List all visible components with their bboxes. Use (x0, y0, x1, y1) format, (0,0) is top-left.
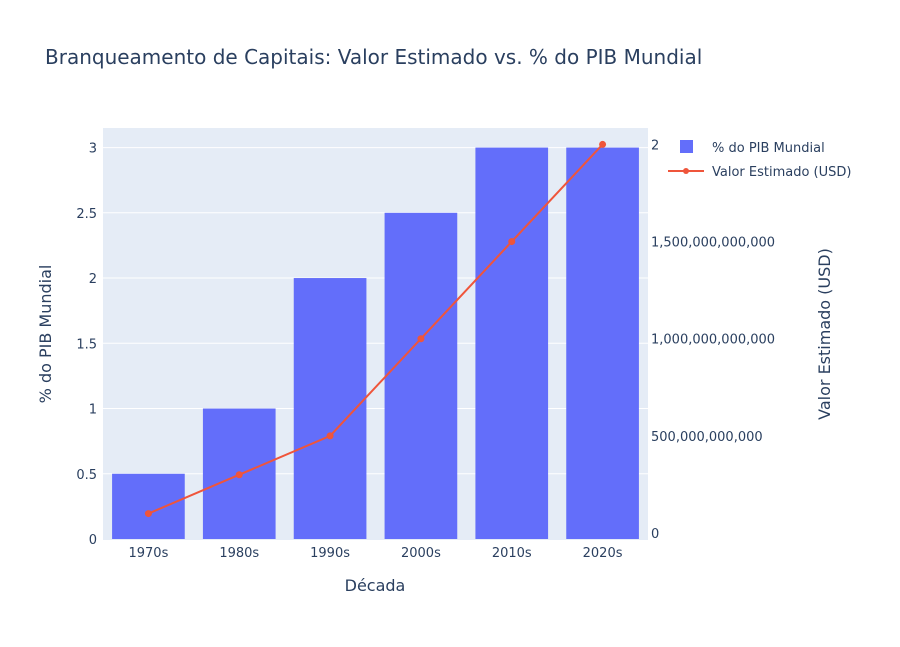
x-tick-label: 2000s (401, 546, 441, 561)
chart-title: Branqueamento de Capitais: Valor Estimad… (45, 45, 702, 69)
legend-item-line[interactable]: Valor Estimado (USD) (712, 165, 851, 180)
x-tick-label: 1970s (128, 546, 168, 561)
x-axis-title: Década (345, 576, 406, 595)
y2-tick-label: 500,000,000,000 (651, 430, 763, 445)
y-tick-label: 0.5 (76, 468, 97, 483)
y2-axis-title: Valor Estimado (USD) (815, 248, 834, 420)
line-point (508, 238, 516, 246)
series-line (148, 143, 604, 515)
line-point (599, 140, 607, 148)
y-tick-label: 1 (89, 403, 97, 418)
bar (384, 212, 458, 540)
x-tick-label: 2010s (492, 546, 532, 561)
legend-marker (683, 168, 689, 174)
y-tick-label: 2.5 (76, 207, 97, 222)
bar (475, 147, 549, 540)
legend-bar-swatch[interactable] (680, 140, 693, 153)
x-tick-label: 2020s (583, 546, 623, 561)
y-axis-title: % do PIB Mundial (36, 265, 55, 404)
y-tick-label: 0 (89, 533, 97, 548)
plot-area (103, 128, 648, 540)
line-point (235, 471, 243, 479)
line-point (417, 335, 425, 343)
y2-tick-label: 1,000,000,000,000 (651, 333, 775, 348)
legend-item-bar[interactable]: % do PIB Mundial (712, 141, 825, 156)
y-tick-label: 3 (89, 142, 97, 157)
legend: % do PIB Mundial Valor Estimado (USD) (668, 140, 851, 180)
y-tick-label: 2 (89, 272, 97, 287)
y2-tick-label: 1,500,000,000,000 (651, 236, 775, 251)
bar (566, 147, 639, 540)
y2-tick-label: 2 (651, 138, 659, 153)
line-point (326, 432, 334, 440)
line-point (144, 510, 152, 518)
x-tick-label: 1990s (310, 546, 350, 561)
x-tick-label: 1980s (219, 546, 259, 561)
y2-tick-label: 0 (651, 527, 659, 542)
bar (112, 473, 185, 539)
y-tick-label: 1.5 (76, 337, 97, 352)
